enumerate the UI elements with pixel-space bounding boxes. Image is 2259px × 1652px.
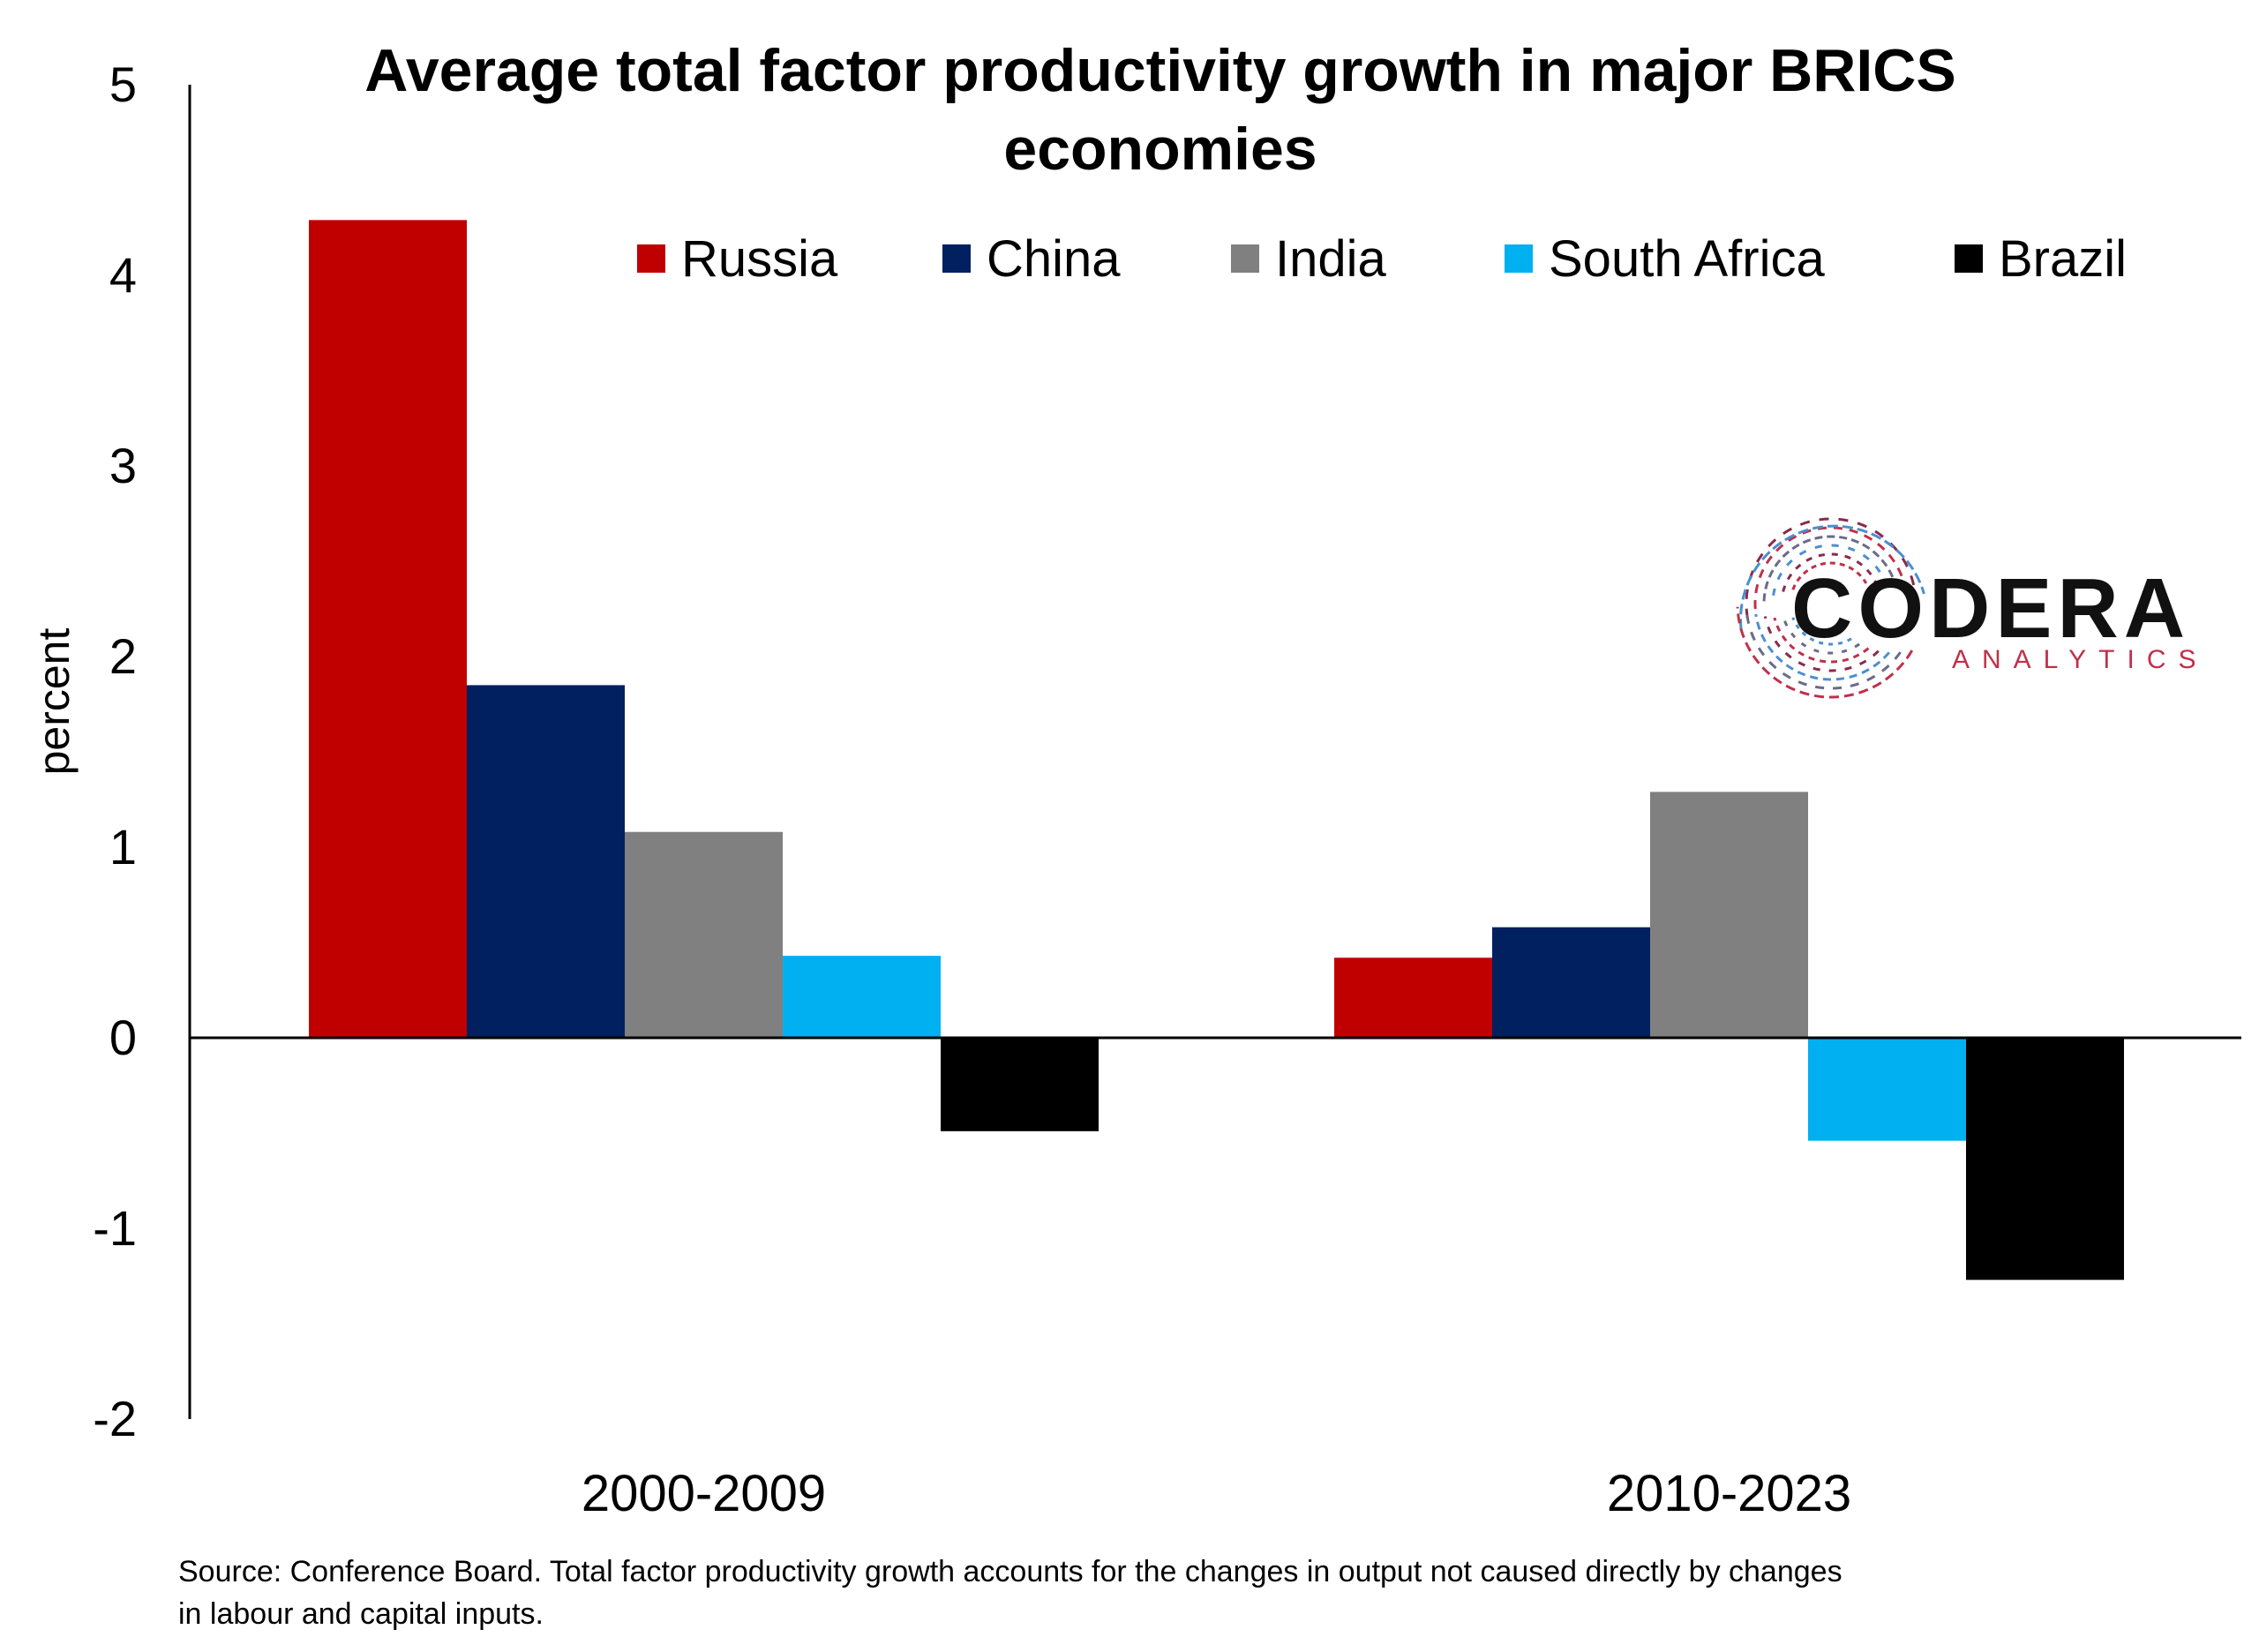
legend-label: South Africa — [1549, 230, 1825, 288]
legend: Russia China India South Africa Brazil — [637, 230, 2127, 288]
legend-label: Brazil — [1999, 230, 2127, 288]
legend-swatch — [1505, 244, 1533, 273]
y-tick-label: 5 — [109, 56, 137, 112]
x-tick-label: 2010-2023 — [1607, 1465, 1851, 1522]
bar-india-2010-2023 — [1650, 792, 1808, 1038]
y-tick-label: 0 — [109, 1010, 137, 1065]
bar-south-africa-2010-2023 — [1808, 1038, 1966, 1141]
logo-arc-stroke — [1753, 526, 1906, 610]
axes: 5 4 3 2 1 0 -1 -2 2000-2009 2010-2023 — [93, 56, 2241, 1522]
logo-arc-stroke — [1745, 611, 1902, 690]
logo-arc-stroke — [1736, 606, 1914, 699]
source-line-2: in labour and capital inputs. — [178, 1597, 544, 1631]
codera-logo: CODERA ANALYTICS — [1736, 518, 2209, 699]
legend-item-china: China — [942, 230, 1121, 288]
y-tick-label: 3 — [109, 438, 137, 493]
bars — [309, 220, 2124, 1280]
legend-item-russia: Russia — [637, 230, 838, 288]
legend-label: China — [987, 230, 1121, 288]
source-note: Source: Conference Board. Total factor p… — [178, 1555, 1842, 1631]
y-tick-label: 4 — [109, 247, 137, 303]
legend-item-india: India — [1231, 230, 1387, 288]
x-tick-labels: 2000-2009 2010-2023 — [582, 1465, 1851, 1522]
bar-brazil-2010-2023 — [1966, 1038, 2124, 1280]
x-tick-label: 2000-2009 — [582, 1465, 826, 1522]
source-line-1: Source: Conference Board. Total factor p… — [178, 1555, 1842, 1588]
y-tick-labels: 5 4 3 2 1 0 -1 -2 — [93, 56, 137, 1446]
logo-arc-stroke — [1791, 561, 1868, 590]
legend-item-brazil: Brazil — [1955, 230, 2127, 288]
logo-tagline: ANALYTICS — [1952, 645, 2209, 674]
bar-brazil-2000-2009 — [941, 1038, 1099, 1131]
logo-arc-stroke — [1782, 552, 1877, 592]
y-tick-label: -2 — [93, 1391, 137, 1446]
legend-item-south-africa: South Africa — [1505, 230, 1825, 288]
legend-swatch — [1231, 244, 1259, 273]
bar-group-2000-2009 — [309, 220, 1099, 1131]
y-tick-label: 2 — [109, 628, 137, 684]
logo-arc-stroke — [1772, 544, 1887, 597]
legend-swatch — [1955, 244, 1983, 273]
logo-name: CODERA — [1791, 561, 2190, 656]
bar-china-2010-2023 — [1492, 927, 1650, 1038]
bar-group-2010-2023 — [1334, 792, 2124, 1280]
bar-russia-2010-2023 — [1334, 957, 1492, 1038]
codera-logo-arc-icon — [1736, 518, 1925, 699]
chart-title-line-1: Average total factor productivity growth… — [364, 37, 1956, 104]
chart-title-line-2: economies — [1003, 116, 1317, 183]
logo-arc-stroke — [1763, 616, 1880, 672]
legend-label: Russia — [681, 230, 838, 288]
bar-china-2000-2009 — [467, 685, 625, 1038]
bar-india-2000-2009 — [625, 831, 783, 1038]
logo-arc-stroke — [1739, 524, 1925, 630]
legend-swatch — [942, 244, 971, 273]
bar-russia-2000-2009 — [309, 220, 467, 1039]
bar-south-africa-2000-2009 — [783, 956, 941, 1038]
logo-arc-stroke — [1791, 617, 1852, 646]
y-tick-label: -1 — [93, 1200, 137, 1256]
y-tick-label: 1 — [109, 819, 137, 875]
legend-label: India — [1275, 230, 1387, 288]
logo-arc-stroke — [1754, 613, 1891, 681]
y-axis-label: percent — [29, 628, 79, 776]
logo-arc-stroke — [1782, 617, 1860, 655]
chart-title: Average total factor productivity growth… — [364, 37, 1956, 183]
logo-arc-stroke — [1762, 535, 1896, 602]
legend-swatch — [637, 244, 665, 273]
logo-arc-stroke — [1773, 617, 1870, 664]
